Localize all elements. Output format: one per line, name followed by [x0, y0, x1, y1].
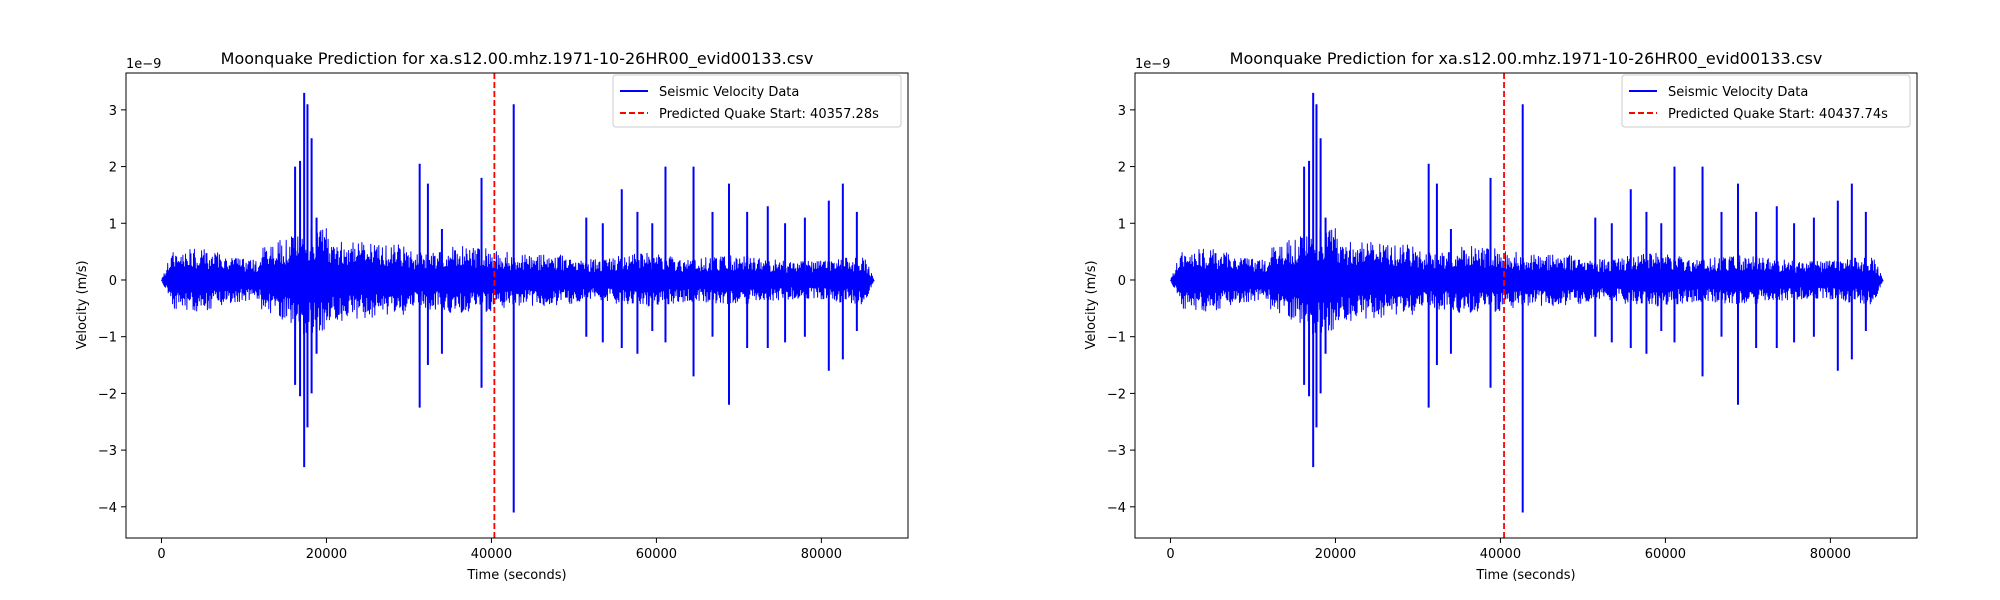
plot-area — [1170, 73, 1884, 538]
y-tick-label: −1 — [1107, 331, 1126, 346]
y-tick-label: −2 — [1107, 387, 1126, 402]
x-tick-label: 60000 — [636, 547, 677, 562]
x-tick-label: 40000 — [1480, 547, 1521, 562]
seismic-trace — [1170, 226, 1884, 335]
legend-box — [612, 74, 902, 128]
chart-title: Moonquake Prediction for xa.s12.00.mhz.1… — [221, 49, 814, 69]
y-axis-label: Velocity (m/s) — [1084, 260, 1099, 349]
chart-title: Moonquake Prediction for xa.s12.00.mhz.1… — [1230, 49, 1823, 69]
y-tick-label: 2 — [109, 161, 117, 176]
axis-ticks: 0 20000 40000 60000 80000 −4 −3 −2 −1 0 1 2 3 — [1107, 104, 1851, 562]
x-axis-label: Time (seconds) — [1475, 568, 1575, 583]
seismic-trace — [161, 226, 875, 335]
x-tick-label: 60000 — [1645, 547, 1686, 562]
x-axis-label: Time (seconds) — [466, 568, 566, 583]
x-tick-label: 20000 — [1315, 547, 1356, 562]
y-offset-label: 1e−9 — [1135, 57, 1170, 72]
x-tick-label: 40000 — [471, 547, 512, 562]
legend-label-predicted: Predicted Quake Start: 40357.28s — [659, 107, 879, 122]
y-axis-label: Velocity (m/s) — [75, 260, 90, 349]
chart-panel-right: Moonquake Prediction for xa.s12.00.mhz.1… — [1084, 49, 1918, 583]
y-tick-label: −4 — [98, 501, 117, 516]
y-tick-label: −3 — [98, 444, 117, 459]
y-tick-label: 1 — [1118, 217, 1126, 232]
legend-label-predicted: Predicted Quake Start: 40437.74s — [1668, 107, 1888, 122]
y-tick-label: 3 — [1118, 104, 1126, 119]
x-tick-label: 80000 — [1810, 547, 1851, 562]
x-tick-label: 20000 — [306, 547, 347, 562]
y-tick-label: 2 — [1118, 161, 1126, 176]
x-tick-label: 0 — [157, 547, 165, 562]
y-tick-label: −1 — [98, 331, 117, 346]
plot-area — [161, 73, 875, 538]
y-tick-label: 1 — [109, 217, 117, 232]
y-tick-label: −2 — [98, 387, 117, 402]
y-tick-label: 3 — [109, 104, 117, 119]
legend: Seismic Velocity Data Predicted Quake St… — [1621, 74, 1911, 128]
y-tick-label: −3 — [1107, 444, 1126, 459]
x-tick-label: 0 — [1166, 547, 1174, 562]
y-tick-label: 0 — [1118, 274, 1126, 289]
y-tick-label: −4 — [1107, 501, 1126, 516]
legend: Seismic Velocity Data Predicted Quake St… — [612, 74, 902, 128]
y-offset-label: 1e−9 — [126, 57, 161, 72]
chart-panel-left: Moonquake Prediction for xa.s12.00.mhz.1… — [75, 49, 909, 583]
legend-label-seismic: Seismic Velocity Data — [659, 85, 799, 100]
legend-label-seismic: Seismic Velocity Data — [1668, 85, 1808, 100]
axis-ticks: 0 20000 40000 60000 80000 −4 −3 −2 −1 0 1 2 3 — [98, 104, 842, 562]
x-tick-label: 80000 — [801, 547, 842, 562]
axes-frame — [1134, 72, 1918, 539]
y-tick-label: 0 — [109, 274, 117, 289]
legend-box — [1621, 74, 1911, 128]
axes-frame — [125, 72, 909, 539]
